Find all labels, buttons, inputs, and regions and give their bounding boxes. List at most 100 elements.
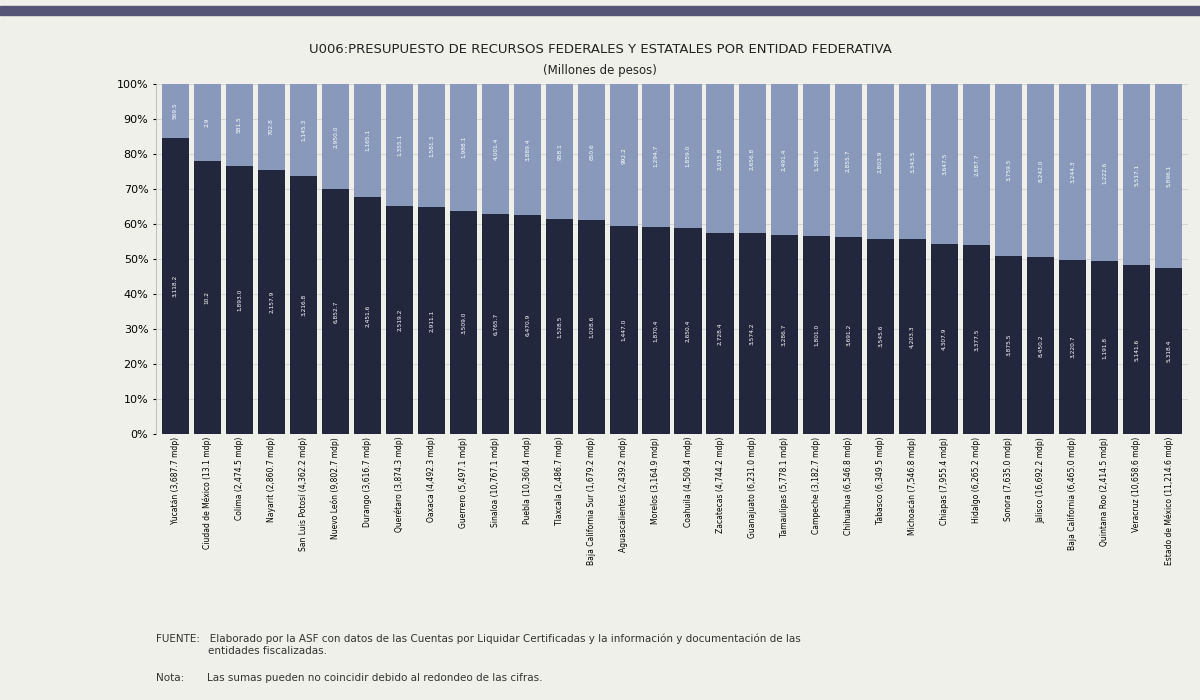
Bar (322, 84, 349, 189)
Text: 958.1: 958.1 (557, 143, 563, 160)
Text: 3,244.3: 3,244.3 (1070, 160, 1075, 183)
Bar (866, 84, 894, 239)
Text: 3,647.5: 3,647.5 (942, 153, 947, 176)
Text: 3,343.5: 3,343.5 (910, 150, 914, 173)
Bar (354, 84, 382, 197)
Text: 2,855.7: 2,855.7 (846, 149, 851, 172)
Text: 3,216.8: 3,216.8 (301, 294, 306, 316)
Text: 1,294.7: 1,294.7 (654, 144, 659, 167)
Text: 1,355.1: 1,355.1 (397, 134, 402, 156)
Text: 1,165.1: 1,165.1 (365, 130, 370, 151)
Bar (674, 84, 702, 228)
Text: 2,015.8: 2,015.8 (718, 147, 722, 169)
Bar (707, 84, 733, 232)
Bar (962, 245, 990, 434)
Bar (418, 84, 445, 207)
Text: 3,545.6: 3,545.6 (878, 325, 883, 347)
Text: 1,988.1: 1,988.1 (461, 136, 466, 158)
Text: 5,517.1: 5,517.1 (1134, 164, 1139, 186)
Text: 4,001.4: 4,001.4 (493, 138, 498, 160)
Text: 6,852.7: 6,852.7 (332, 300, 338, 323)
Bar (1123, 84, 1151, 265)
Text: 3,220.7: 3,220.7 (1070, 335, 1075, 358)
Text: 3,574.2: 3,574.2 (750, 323, 755, 345)
Text: 3,889.4: 3,889.4 (526, 139, 530, 161)
Bar (578, 84, 606, 220)
Bar (193, 162, 221, 434)
Bar (258, 84, 286, 170)
Text: 2,887.7: 2,887.7 (974, 153, 979, 176)
Text: 5,141.6: 5,141.6 (1134, 339, 1139, 361)
Text: 3,875.5: 3,875.5 (1006, 334, 1012, 356)
Text: 1,801.0: 1,801.0 (814, 324, 818, 346)
Text: 1,381.7: 1,381.7 (814, 149, 818, 171)
Text: 8,242.0: 8,242.0 (1038, 159, 1043, 182)
Bar (482, 214, 509, 434)
Bar (835, 84, 862, 237)
Bar (386, 206, 413, 434)
Bar (866, 239, 894, 434)
Text: 2,911.1: 2,911.1 (430, 309, 434, 332)
Text: Nota:       Las sumas pueden no coincidir debido al redondeo de las cifras.: Nota: Las sumas pueden no coincidir debi… (156, 673, 542, 683)
Bar (514, 216, 541, 434)
Text: 2,650.4: 2,650.4 (685, 320, 690, 342)
Text: 2,656.8: 2,656.8 (750, 148, 755, 169)
Text: 1,870.4: 1,870.4 (654, 319, 659, 342)
Text: 1,222.6: 1,222.6 (1102, 162, 1108, 183)
Bar (418, 207, 445, 434)
Bar (162, 84, 188, 138)
Text: 992.2: 992.2 (622, 147, 626, 164)
Bar (322, 189, 349, 434)
Bar (258, 170, 286, 434)
Bar (835, 237, 862, 434)
Text: 1,528.5: 1,528.5 (557, 315, 563, 337)
Text: 6,765.7: 6,765.7 (493, 313, 498, 335)
Bar (386, 84, 413, 206)
Text: 2,157.9: 2,157.9 (269, 290, 274, 313)
Bar (674, 228, 702, 434)
Bar (770, 84, 798, 235)
Text: 581.5: 581.5 (236, 117, 242, 134)
Bar (1156, 84, 1182, 268)
Bar (482, 84, 509, 214)
Text: 2,451.6: 2,451.6 (365, 304, 370, 326)
Text: 3,118.2: 3,118.2 (173, 275, 178, 298)
Bar (611, 84, 637, 226)
Text: FUENTE:   Elaborado por la ASF con datos de las Cuentas por Liquidar Certificada: FUENTE: Elaborado por la ASF con datos d… (156, 634, 800, 656)
Text: 2,491.4: 2,491.4 (781, 148, 787, 171)
Bar (707, 232, 733, 434)
Bar (931, 244, 958, 434)
Text: 5,318.4: 5,318.4 (1166, 340, 1171, 362)
Text: 4,203.3: 4,203.3 (910, 326, 914, 348)
Text: 3,759.5: 3,759.5 (1006, 159, 1012, 181)
Bar (1027, 257, 1054, 434)
Text: 1,191.8: 1,191.8 (1102, 337, 1108, 358)
Bar (578, 220, 606, 434)
Bar (226, 166, 253, 434)
Text: 2,519.2: 2,519.2 (397, 309, 402, 331)
Bar (931, 84, 958, 244)
Text: 2,803.9: 2,803.9 (878, 150, 883, 172)
Bar (1091, 261, 1118, 434)
Bar (642, 228, 670, 434)
Text: 1,145.3: 1,145.3 (301, 119, 306, 141)
Bar (803, 84, 830, 236)
Bar (1060, 260, 1086, 434)
Bar (1091, 84, 1118, 261)
Text: 3,377.5: 3,377.5 (974, 328, 979, 351)
Text: 10.2: 10.2 (205, 291, 210, 304)
Bar (995, 84, 1022, 256)
Bar (611, 226, 637, 434)
Bar (290, 176, 317, 434)
Bar (803, 236, 830, 434)
Bar (770, 235, 798, 434)
Bar (162, 138, 188, 434)
Text: 3,509.0: 3,509.0 (461, 311, 466, 333)
Text: 3,286.7: 3,286.7 (781, 323, 787, 346)
Bar (899, 84, 926, 239)
Text: 1,893.0: 1,893.0 (236, 289, 242, 312)
Bar (290, 84, 317, 176)
Bar (1060, 84, 1086, 260)
Bar (962, 84, 990, 245)
Text: 4,307.9: 4,307.9 (942, 328, 947, 351)
